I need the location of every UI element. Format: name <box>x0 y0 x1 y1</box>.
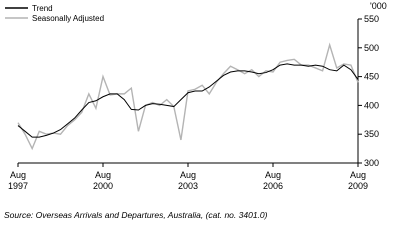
x-tick-label: 2006 <box>263 181 283 191</box>
x-tick-label: Aug <box>95 170 111 180</box>
x-tick-label: Aug <box>350 170 366 180</box>
x-tick-label: Aug <box>10 170 26 180</box>
x-tick-label: 2003 <box>178 181 198 191</box>
y-tick-label: 500 <box>364 43 379 53</box>
y-unit: '000 <box>370 1 387 11</box>
x-tick-label: 2009 <box>348 181 368 191</box>
y-tick-label: 450 <box>364 72 379 82</box>
y-tick-label: 350 <box>364 129 379 139</box>
x-tick-label: Aug <box>265 170 281 180</box>
legend-label: Seasonally Adjusted <box>32 14 104 23</box>
source-note: Source: Overseas Arrivals and Departures… <box>4 210 268 220</box>
x-tick-label: 1997 <box>8 181 28 191</box>
x-tick-label: Aug <box>180 170 196 180</box>
series-line <box>17 42 359 151</box>
chart: '000 Source: Overseas Arrivals and Depar… <box>4 1 387 220</box>
series-line <box>17 63 359 138</box>
y-tick-label: 550 <box>364 14 379 24</box>
x-tick-label: 2000 <box>93 181 113 191</box>
legend-label: Trend <box>32 4 53 13</box>
y-tick-label: 400 <box>364 100 379 110</box>
y-tick-label: 300 <box>364 158 379 168</box>
